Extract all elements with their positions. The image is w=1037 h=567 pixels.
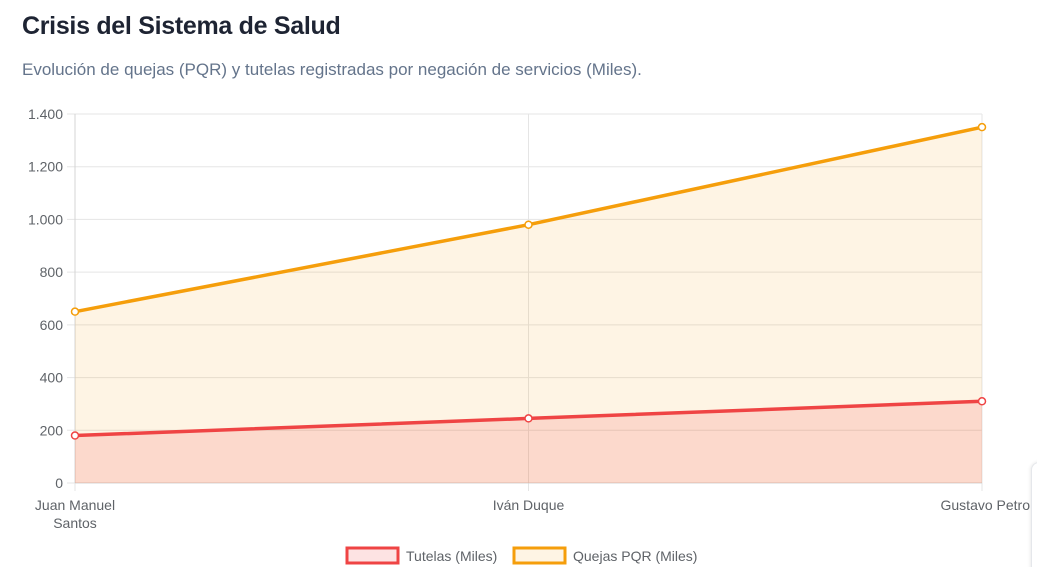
y-tick-label: 1.200 [28, 159, 63, 175]
data-point[interactable] [977, 397, 987, 406]
legend-swatch [512, 546, 567, 565]
x-tick-label: Juan Manuel [35, 497, 115, 513]
data-point[interactable] [70, 307, 80, 316]
data-point[interactable] [524, 414, 533, 423]
chart-title: Crisis del Sistema de Salud [22, 12, 341, 40]
y-tick-label: 600 [40, 317, 64, 333]
chart-subtitle: Evolución de quejas (PQR) y tutelas regi… [22, 60, 642, 79]
legend-item[interactable]: Tutelas (Miles) [345, 546, 497, 565]
legend-item[interactable]: Quejas PQR (Miles) [512, 546, 697, 565]
series-area [75, 401, 982, 483]
y-tick-label: 1.000 [28, 211, 63, 227]
data-point[interactable] [977, 122, 987, 132]
x-tick-label: Santos [53, 515, 97, 531]
panel-edge [1031, 462, 1037, 567]
y-tick-label: 800 [40, 264, 64, 280]
legend-swatch [345, 546, 400, 565]
y-tick-label: 1.400 [28, 106, 63, 122]
legend-label: Tutelas (Miles) [406, 548, 497, 564]
series-area [75, 127, 982, 483]
legend-label: Quejas PQR (Miles) [573, 548, 697, 564]
data-point[interactable] [524, 220, 533, 229]
data-point[interactable] [70, 431, 80, 440]
x-tick-label: Iván Duque [493, 497, 565, 513]
y-tick-label: 400 [40, 370, 64, 386]
x-tick-label: Gustavo Petro [941, 497, 1031, 513]
y-tick-label: 200 [40, 422, 64, 438]
y-tick-label: 0 [55, 475, 63, 491]
